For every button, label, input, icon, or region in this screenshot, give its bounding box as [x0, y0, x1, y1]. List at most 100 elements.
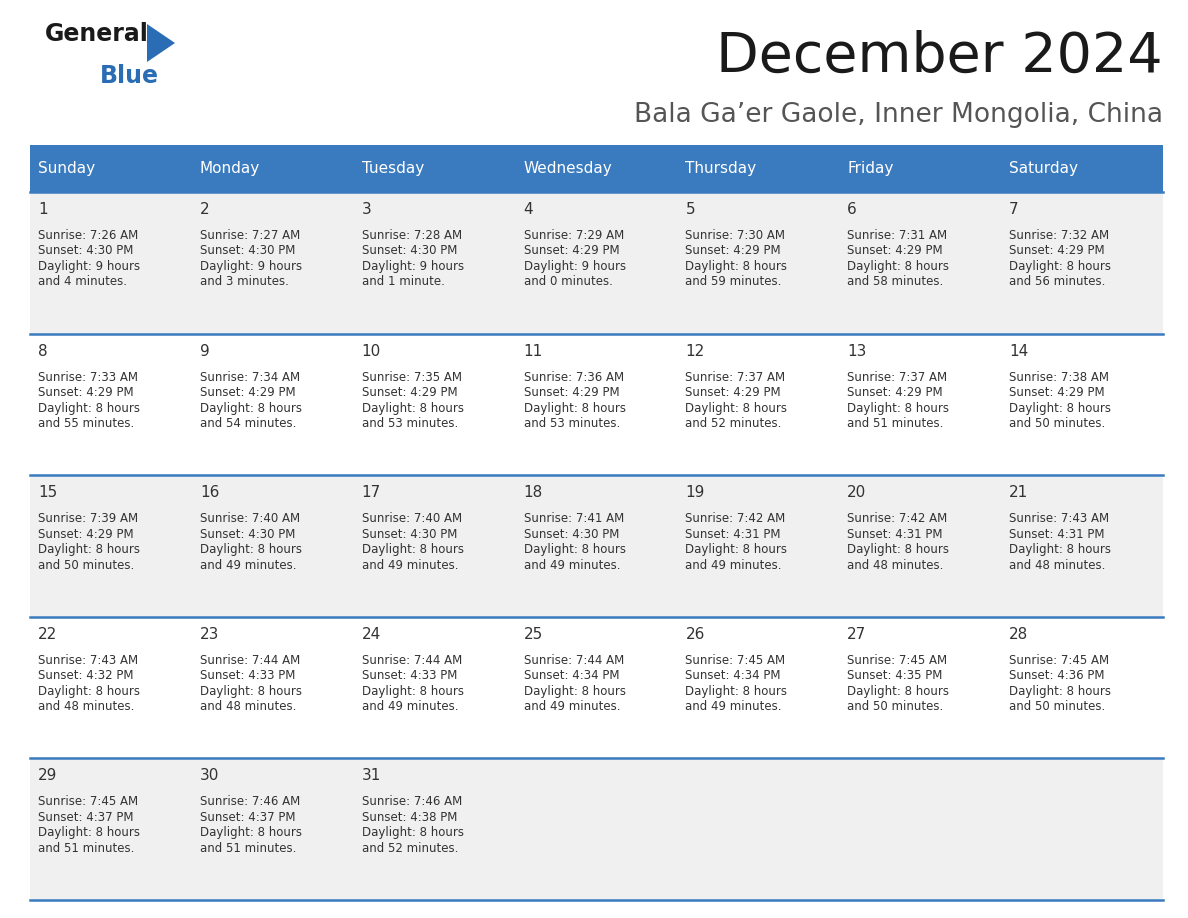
Text: Sunset: 4:34 PM: Sunset: 4:34 PM	[524, 669, 619, 682]
Text: Daylight: 8 hours: Daylight: 8 hours	[524, 543, 626, 556]
Text: Sunrise: 7:42 AM: Sunrise: 7:42 AM	[847, 512, 948, 525]
Text: Sunset: 4:30 PM: Sunset: 4:30 PM	[524, 528, 619, 541]
Text: Daylight: 8 hours: Daylight: 8 hours	[200, 543, 302, 556]
Text: Daylight: 8 hours: Daylight: 8 hours	[361, 826, 463, 839]
Text: Sunrise: 7:37 AM: Sunrise: 7:37 AM	[847, 371, 947, 384]
Text: and 0 minutes.: and 0 minutes.	[524, 275, 613, 288]
Text: Sunrise: 7:38 AM: Sunrise: 7:38 AM	[1009, 371, 1110, 384]
Text: and 53 minutes.: and 53 minutes.	[361, 417, 457, 431]
Text: 26: 26	[685, 627, 704, 642]
Text: Daylight: 8 hours: Daylight: 8 hours	[685, 260, 788, 273]
Text: Sunset: 4:31 PM: Sunset: 4:31 PM	[685, 528, 781, 541]
Text: Sunrise: 7:37 AM: Sunrise: 7:37 AM	[685, 371, 785, 384]
Text: and 48 minutes.: and 48 minutes.	[38, 700, 134, 713]
Text: Thursday: Thursday	[685, 161, 757, 176]
Text: and 1 minute.: and 1 minute.	[361, 275, 444, 288]
Text: and 49 minutes.: and 49 minutes.	[200, 559, 296, 572]
Text: Sunset: 4:29 PM: Sunset: 4:29 PM	[685, 386, 781, 399]
Text: Daylight: 8 hours: Daylight: 8 hours	[847, 685, 949, 698]
Text: Sunset: 4:29 PM: Sunset: 4:29 PM	[847, 386, 943, 399]
Text: Sunrise: 7:45 AM: Sunrise: 7:45 AM	[38, 795, 138, 809]
Text: 6: 6	[847, 202, 857, 217]
Text: Sunset: 4:29 PM: Sunset: 4:29 PM	[685, 244, 781, 258]
Text: Daylight: 8 hours: Daylight: 8 hours	[200, 685, 302, 698]
Text: and 49 minutes.: and 49 minutes.	[685, 559, 782, 572]
Text: Daylight: 8 hours: Daylight: 8 hours	[38, 401, 140, 415]
Bar	[30, 758, 1163, 900]
Text: and 48 minutes.: and 48 minutes.	[847, 559, 943, 572]
Text: and 53 minutes.: and 53 minutes.	[524, 417, 620, 431]
Text: Sunrise: 7:46 AM: Sunrise: 7:46 AM	[200, 795, 301, 809]
Text: 18: 18	[524, 486, 543, 500]
Text: 11: 11	[524, 343, 543, 359]
Text: Sunset: 4:30 PM: Sunset: 4:30 PM	[361, 244, 457, 258]
Text: Sunset: 4:36 PM: Sunset: 4:36 PM	[1009, 669, 1105, 682]
Text: 20: 20	[847, 486, 866, 500]
Text: and 50 minutes.: and 50 minutes.	[1009, 700, 1105, 713]
Text: and 58 minutes.: and 58 minutes.	[847, 275, 943, 288]
Text: Sunrise: 7:27 AM: Sunrise: 7:27 AM	[200, 229, 301, 242]
Text: 21: 21	[1009, 486, 1029, 500]
Text: Sunset: 4:29 PM: Sunset: 4:29 PM	[1009, 244, 1105, 258]
Text: and 52 minutes.: and 52 minutes.	[685, 417, 782, 431]
Text: Daylight: 8 hours: Daylight: 8 hours	[847, 543, 949, 556]
Text: Sunrise: 7:28 AM: Sunrise: 7:28 AM	[361, 229, 462, 242]
Text: Sunrise: 7:44 AM: Sunrise: 7:44 AM	[524, 654, 624, 666]
Text: Sunset: 4:29 PM: Sunset: 4:29 PM	[524, 244, 619, 258]
Text: Sunset: 4:31 PM: Sunset: 4:31 PM	[847, 528, 943, 541]
Text: Sunset: 4:29 PM: Sunset: 4:29 PM	[524, 386, 619, 399]
Text: 19: 19	[685, 486, 704, 500]
Text: Saturday: Saturday	[1009, 161, 1079, 176]
Text: 25: 25	[524, 627, 543, 642]
Text: December 2024: December 2024	[716, 30, 1163, 84]
Text: Sunrise: 7:26 AM: Sunrise: 7:26 AM	[38, 229, 138, 242]
Polygon shape	[147, 24, 175, 62]
Text: Sunset: 4:30 PM: Sunset: 4:30 PM	[38, 244, 133, 258]
Bar	[30, 145, 1163, 192]
Text: Sunrise: 7:42 AM: Sunrise: 7:42 AM	[685, 512, 785, 525]
Text: Sunrise: 7:45 AM: Sunrise: 7:45 AM	[847, 654, 947, 666]
Text: Daylight: 9 hours: Daylight: 9 hours	[38, 260, 140, 273]
Text: and 51 minutes.: and 51 minutes.	[847, 417, 943, 431]
Text: Sunrise: 7:30 AM: Sunrise: 7:30 AM	[685, 229, 785, 242]
Text: 13: 13	[847, 343, 867, 359]
Text: Daylight: 8 hours: Daylight: 8 hours	[1009, 401, 1111, 415]
Text: Sunrise: 7:40 AM: Sunrise: 7:40 AM	[361, 512, 462, 525]
Text: Daylight: 8 hours: Daylight: 8 hours	[38, 685, 140, 698]
Text: and 4 minutes.: and 4 minutes.	[38, 275, 127, 288]
Text: and 55 minutes.: and 55 minutes.	[38, 417, 134, 431]
Text: 31: 31	[361, 768, 381, 783]
Text: Sunset: 4:29 PM: Sunset: 4:29 PM	[38, 386, 133, 399]
Text: Sunrise: 7:39 AM: Sunrise: 7:39 AM	[38, 512, 138, 525]
Text: Sunset: 4:29 PM: Sunset: 4:29 PM	[1009, 386, 1105, 399]
Text: and 49 minutes.: and 49 minutes.	[524, 700, 620, 713]
Text: Sunrise: 7:32 AM: Sunrise: 7:32 AM	[1009, 229, 1110, 242]
Text: Tuesday: Tuesday	[361, 161, 424, 176]
Text: Daylight: 8 hours: Daylight: 8 hours	[38, 543, 140, 556]
Text: Sunrise: 7:43 AM: Sunrise: 7:43 AM	[38, 654, 138, 666]
Text: Daylight: 9 hours: Daylight: 9 hours	[524, 260, 626, 273]
Text: Sunrise: 7:36 AM: Sunrise: 7:36 AM	[524, 371, 624, 384]
Text: Daylight: 9 hours: Daylight: 9 hours	[200, 260, 302, 273]
Text: 4: 4	[524, 202, 533, 217]
Text: 24: 24	[361, 627, 381, 642]
Text: Daylight: 8 hours: Daylight: 8 hours	[1009, 685, 1111, 698]
Text: and 52 minutes.: and 52 minutes.	[361, 842, 459, 855]
Text: Sunset: 4:33 PM: Sunset: 4:33 PM	[361, 669, 457, 682]
Text: 12: 12	[685, 343, 704, 359]
Bar	[30, 192, 1163, 333]
Text: Sunset: 4:37 PM: Sunset: 4:37 PM	[200, 811, 296, 823]
Text: 30: 30	[200, 768, 220, 783]
Text: Sunset: 4:29 PM: Sunset: 4:29 PM	[847, 244, 943, 258]
Text: and 51 minutes.: and 51 minutes.	[200, 842, 296, 855]
Text: Daylight: 8 hours: Daylight: 8 hours	[200, 826, 302, 839]
Text: 2: 2	[200, 202, 209, 217]
Text: 15: 15	[38, 486, 57, 500]
Text: Sunrise: 7:45 AM: Sunrise: 7:45 AM	[685, 654, 785, 666]
Text: 7: 7	[1009, 202, 1019, 217]
Text: 1: 1	[38, 202, 48, 217]
Text: Daylight: 8 hours: Daylight: 8 hours	[1009, 260, 1111, 273]
Text: Sunrise: 7:46 AM: Sunrise: 7:46 AM	[361, 795, 462, 809]
Text: Daylight: 8 hours: Daylight: 8 hours	[1009, 543, 1111, 556]
Text: 22: 22	[38, 627, 57, 642]
